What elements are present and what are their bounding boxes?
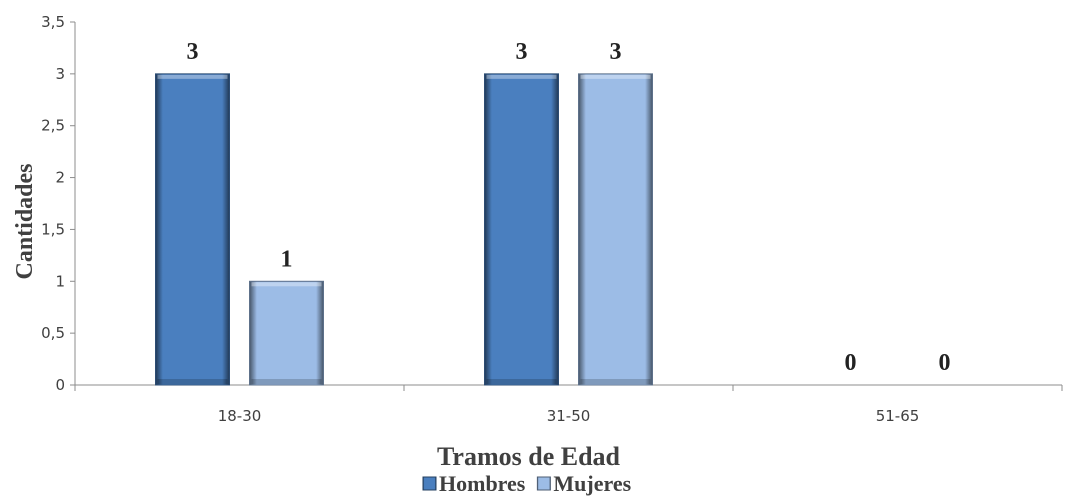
data-label: 1 [281,246,293,272]
data-labels: 3 1 3 3 0 0 [187,39,951,376]
data-label: 3 [610,39,622,65]
y-tick-label: 3 [55,65,65,83]
x-axis: 18-30 31-50 51-65 [74,384,1063,425]
data-label: 3 [187,39,199,65]
x-tick-label: 31-50 [547,407,591,425]
data-label: 0 [845,350,857,376]
legend-swatch-mujeres [536,476,551,491]
y-tick-label: 1 [55,272,65,290]
y-tick-label: 3,5 [41,13,65,31]
bar-highlight [580,74,651,79]
bar-mujeres-31-50 [578,73,653,386]
y-tick-label: 0 [55,376,65,394]
x-tick-label: 51-65 [876,407,920,425]
x-tick-label: 18-30 [218,407,262,425]
y-tick-label: 2 [55,169,65,187]
y-tick-label: 2,5 [41,117,65,135]
bar-hombres-18-30 [155,73,230,386]
bar-base-shade [486,379,557,384]
bar-highlight [157,74,228,79]
legend-label-mujeres: Mujeres [553,471,631,496]
bar-mujeres-18-30 [249,280,324,386]
bar-base-shade [157,379,228,384]
y-tick-label: 1,5 [41,220,65,238]
y-axis-title: Cantidades [12,163,38,279]
bar-base-shade [251,379,322,384]
data-label: 0 [939,350,951,376]
bar-hombres-31-50 [484,73,559,386]
y-axis: 0 0,5 1 1,5 2 2,5 3 3,5 [41,13,76,394]
legend-swatch-hombres [422,476,437,491]
x-axis-title: Tramos de Edad [437,442,621,471]
data-label: 3 [516,39,528,65]
y-tick-label: 0,5 [41,324,65,342]
bar-base-shade [580,379,651,384]
bar-highlight [251,282,322,287]
legend: Hombres Mujeres [422,471,632,496]
legend-label-hombres: Hombres [439,471,526,496]
bar-highlight [486,74,557,79]
bars [155,73,653,386]
